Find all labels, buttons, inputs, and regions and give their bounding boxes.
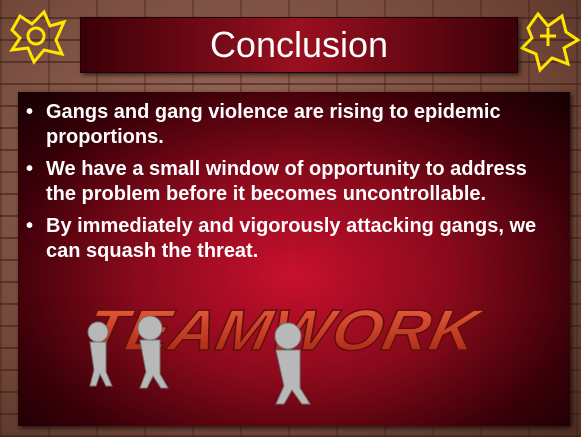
corner-icon-right: [519, 11, 581, 73]
figures: [87, 315, 311, 405]
bullet: By immediately and vigorously attacking …: [26, 214, 560, 264]
corner-icon-left: [8, 9, 67, 65]
bullet: Gangs and gang violence are rising to ep…: [26, 100, 560, 150]
teamwork-graphic: TEAMWORK: [80, 298, 489, 405]
bullet-list: Gangs and gang violence are rising to ep…: [18, 92, 570, 264]
bullet: We have a small window of opportunity to…: [26, 157, 560, 207]
content-panel: Gangs and gang violence are rising to ep…: [18, 92, 570, 426]
slide-title: Conclusion: [80, 17, 518, 73]
